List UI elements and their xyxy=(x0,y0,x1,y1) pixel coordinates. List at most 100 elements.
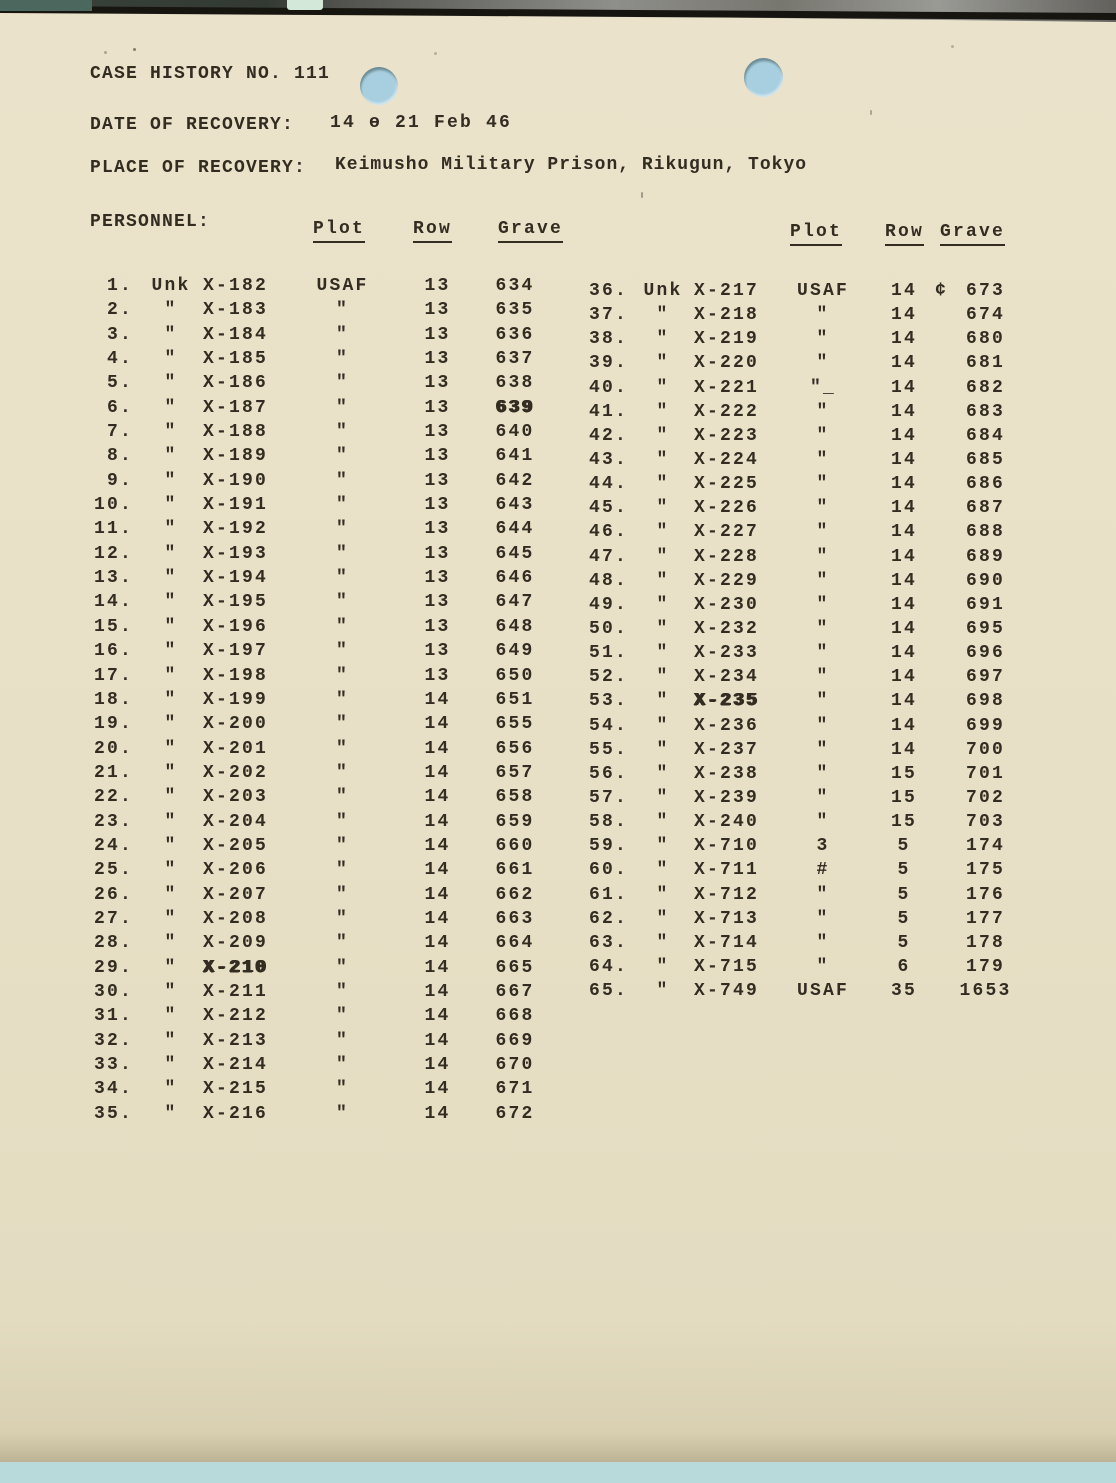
cell-id: X-195 xyxy=(203,592,269,613)
table-row: 24. " X-205 " 14 660 xyxy=(88,836,565,860)
cell-row: 15 xyxy=(890,812,917,833)
table-row: 34. " X-215 " 14 671 xyxy=(88,1079,565,1103)
cell-grave: 637 xyxy=(495,349,535,370)
cell-name: " xyxy=(164,933,178,954)
date-of-recovery-value: 14 ө 21 Feb 46 xyxy=(330,113,513,133)
cell-name: " xyxy=(164,738,178,759)
cell-grave: 699 xyxy=(965,715,1005,736)
cell-id: X-210 xyxy=(203,957,269,978)
table-row: 64. " X-715 " 6 179 xyxy=(583,957,1043,981)
cell-plot: " xyxy=(816,884,830,905)
cell-name: " xyxy=(656,763,670,784)
cell-id: X-190 xyxy=(203,470,269,491)
cell-grave: 674 xyxy=(965,305,1005,326)
table-row: 51. " X-233 " 14 696 xyxy=(583,643,1043,667)
cell-row: 14 xyxy=(424,1006,451,1027)
punch-hole-icon xyxy=(744,58,783,97)
cell-grave: 656 xyxy=(495,738,535,759)
cell-name: " xyxy=(656,908,670,929)
cell-no: 35. xyxy=(93,1103,133,1124)
cell-plot: " xyxy=(335,689,349,710)
table-row: 41. " X-222 " 14 683 xyxy=(583,402,1043,426)
cell-no: 44. xyxy=(588,474,628,495)
cell-plot: " xyxy=(335,884,349,905)
punch-hole-icon xyxy=(360,67,398,105)
scan-speck xyxy=(434,52,437,55)
cell-plot: " xyxy=(816,449,830,470)
table-row: 10. " X-191 " 13 643 xyxy=(88,495,565,519)
cell-grave: 657 xyxy=(495,762,535,783)
cell-grave: 663 xyxy=(495,908,535,929)
cell-plot: " xyxy=(335,1055,349,1075)
table-row: 31. " X-212 " 14 668 xyxy=(88,1006,565,1030)
table-row: 47. " X-228 " 14 689 xyxy=(583,547,1043,571)
cell-grave: 642 xyxy=(495,470,535,491)
cell-grave: 667 xyxy=(495,981,535,1002)
cell-plot: " xyxy=(816,812,830,833)
cell-id: X-232 xyxy=(694,618,760,639)
table-row: 50. " X-232 " 14 695 xyxy=(583,619,1043,643)
cell-row: 13 xyxy=(424,519,451,540)
table-row: 18. " X-199 " 14 651 xyxy=(88,690,565,714)
cell-no: 9. xyxy=(106,470,133,491)
cell-id: X-198 xyxy=(203,665,269,686)
cell-grave: 639 xyxy=(495,397,535,418)
cell-row: 14 xyxy=(424,689,451,710)
table-row: 8. " X-189 " 13 641 xyxy=(88,446,565,470)
cell-plot: " xyxy=(816,353,830,374)
table-row: 44. " X-225 " 14 686 xyxy=(583,474,1043,498)
cell-grave: 645 xyxy=(495,543,535,564)
cell-no: 31. xyxy=(93,1006,133,1027)
cell-name: " xyxy=(164,689,178,710)
cell-row: 14 xyxy=(424,738,451,759)
cell-id: X-215 xyxy=(203,1079,269,1100)
cell-no: 6. xyxy=(106,397,133,418)
cell-name: " xyxy=(656,836,670,857)
table-row: 22. " X-203 " 14 658 xyxy=(88,787,565,811)
cell-no: 26. xyxy=(93,884,133,905)
cell-name: " xyxy=(164,1103,178,1124)
cell-no: 14. xyxy=(93,592,133,613)
cell-grave: 648 xyxy=(495,616,535,637)
column-header-plot: Plot xyxy=(313,218,366,243)
cell-name: " xyxy=(164,324,178,345)
cell-grave: 669 xyxy=(495,1030,535,1051)
cell-id: X-219 xyxy=(694,329,760,350)
cell-plot: " xyxy=(816,425,830,446)
table-row: 7. " X-188 " 13 640 xyxy=(88,422,565,446)
cell-plot: " xyxy=(816,787,830,808)
cell-id: X-234 xyxy=(694,667,760,688)
cell-name: " xyxy=(656,353,670,374)
table-row: 19. " X-200 " 14 655 xyxy=(88,714,565,738)
cell-no: 43. xyxy=(588,449,628,470)
cell-no: 48. xyxy=(588,570,628,591)
cell-name: " xyxy=(656,667,670,688)
cell-row: 14 xyxy=(890,474,917,495)
table-row: 30. " X-211 " 14 667 xyxy=(88,982,565,1006)
table-row: 43. " X-224 " 14 685 xyxy=(583,450,1043,474)
cell-name: " xyxy=(164,957,178,978)
cell-no: 54. xyxy=(588,715,628,736)
cell-grave: 681 xyxy=(965,353,1005,374)
cell-id: X-193 xyxy=(203,543,269,564)
table-row: 61. " X-712 " 5 176 xyxy=(583,885,1043,909)
cell-plot: " xyxy=(335,616,349,637)
cell-row: 14 xyxy=(424,1030,451,1051)
cell-row: 14 xyxy=(890,353,917,374)
cell-id: X-240 xyxy=(694,812,760,833)
cell-grave: 659 xyxy=(495,811,535,832)
cell-no: 12. xyxy=(93,543,133,564)
cell-plot: 3 xyxy=(816,836,830,857)
cell-plot: " xyxy=(816,305,830,326)
table-row: 20. " X-201 " 14 656 xyxy=(88,739,565,763)
cell-id: X-214 xyxy=(203,1055,269,1075)
table-row: 63. " X-714 " 5 178 xyxy=(583,933,1043,957)
cell-grave: 665 xyxy=(495,957,535,978)
cell-name: " xyxy=(656,522,670,543)
cell-plot: " xyxy=(335,835,349,856)
cell-row: 14 xyxy=(424,1103,451,1124)
cell-name: " xyxy=(656,643,670,664)
cell-row: 14 xyxy=(424,933,451,954)
cell-name: " xyxy=(656,329,670,350)
cell-name: " xyxy=(656,498,670,519)
